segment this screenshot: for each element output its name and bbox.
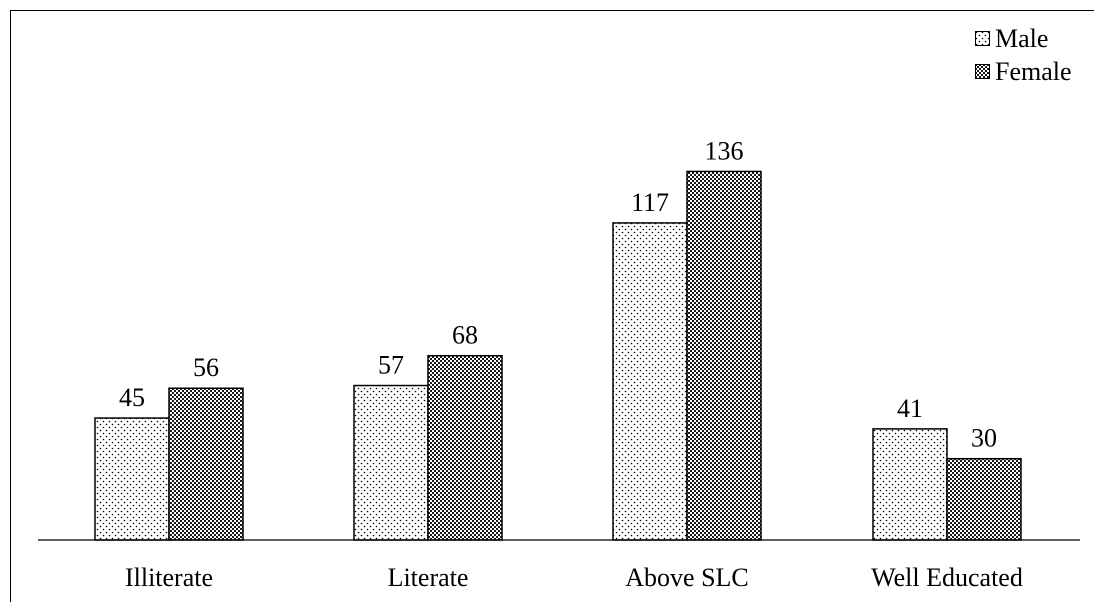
x-tick-label-illiterate: Illiterate (125, 563, 213, 592)
x-tick-label-literate: Literate (388, 563, 469, 592)
legend-item-female: Female (975, 57, 1072, 86)
legend-label-female: Female (995, 56, 1072, 86)
value-label-female-well-educated: 30 (971, 424, 997, 453)
bar-male-illiterate (94, 417, 170, 541)
x-tick-labels-group: Illiterate Literate Above SLC Well Educated (125, 563, 1023, 592)
legend-swatch-female (975, 63, 990, 79)
bar-female-well-educated (946, 457, 1022, 541)
legend-item-male: Male (975, 24, 1072, 53)
bars-group (94, 170, 1022, 541)
value-label-female-above-slc: 136 (705, 136, 744, 165)
value-label-male-illiterate: 45 (119, 383, 145, 412)
x-tick-label-above-slc: Above SLC (625, 563, 749, 592)
value-label-male-above-slc: 117 (631, 188, 669, 217)
value-label-female-literate: 68 (452, 321, 478, 350)
legend: Male Female (975, 24, 1072, 90)
value-label-male-literate: 57 (378, 351, 404, 380)
bar-female-above-slc (686, 170, 762, 541)
x-tick-label-well-educated: Well Educated (871, 563, 1023, 592)
bar-female-literate (427, 354, 503, 541)
bar-male-well-educated (872, 428, 948, 541)
value-label-male-well-educated: 41 (897, 394, 923, 423)
bar-female-illiterate (168, 387, 244, 541)
value-label-female-illiterate: 56 (193, 353, 219, 382)
value-labels-group: 45 56 57 68 117 136 41 30 (119, 136, 997, 452)
bar-male-above-slc (612, 222, 688, 541)
chart-frame (10, 10, 1094, 602)
legend-label-male: Male (995, 23, 1049, 53)
bar-male-literate (353, 384, 429, 541)
legend-swatch-male (975, 30, 990, 46)
